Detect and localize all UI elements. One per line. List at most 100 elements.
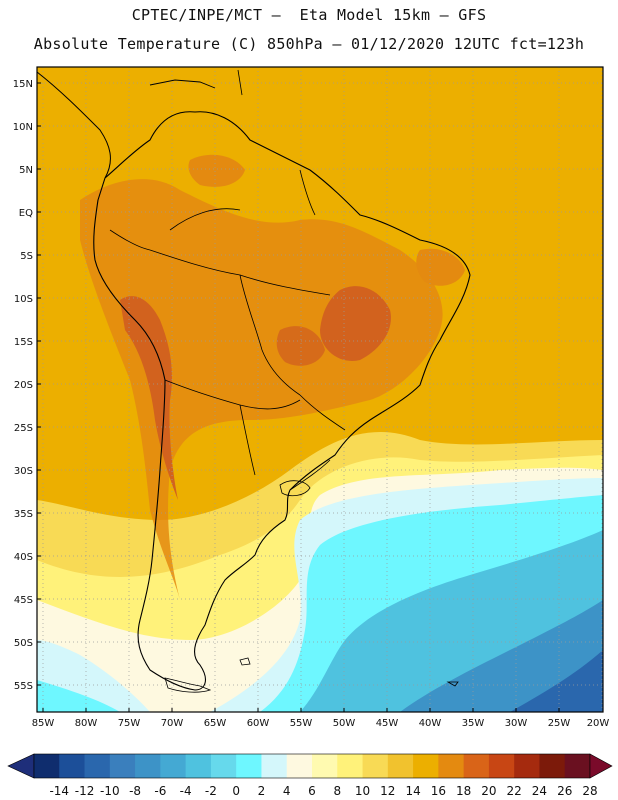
lat-label: EQ (19, 208, 33, 219)
colorbar-swatch (337, 754, 363, 778)
colorbar-label: 16 (431, 784, 446, 798)
field-central-hot (276, 326, 325, 366)
colorbar-label: 14 (405, 784, 420, 798)
lon-label: 40W (419, 718, 442, 729)
temperature-field (37, 67, 603, 712)
lon-label: 85W (32, 718, 55, 729)
lat-label: 15N (13, 79, 33, 90)
colorbar-swatch (488, 754, 515, 778)
map-frame (36, 66, 604, 713)
field-andes-hot (120, 296, 178, 500)
colorbar-swatch (514, 754, 540, 778)
field-land-warm (80, 179, 443, 600)
lon-label: 60W (247, 718, 270, 729)
colorbar-swatch (261, 754, 288, 778)
country-borders (109, 169, 346, 491)
chart-title-line-1: CPTEC/INPE/MCT – Eta Model 15km – GFS (131, 6, 487, 24)
lat-label: 45S (14, 595, 33, 606)
lat-label: 15S (14, 337, 33, 348)
colorbar-label: 6 (308, 784, 316, 798)
colorbar-swatch (210, 754, 237, 778)
colorbar-high-arrow (589, 753, 613, 779)
colorbar-label: -6 (154, 784, 166, 798)
lat-label: 20S (14, 380, 33, 391)
latitude-ticks (37, 82, 41, 686)
colorbar-swatch (59, 754, 85, 778)
lat-label: 25S (14, 423, 33, 434)
lon-label: 55W (290, 718, 313, 729)
colorbar-swatch (413, 754, 439, 778)
colorbar-swatch (362, 754, 389, 778)
lat-label: 55S (14, 681, 33, 692)
lat-label: 50S (14, 638, 33, 649)
lon-label: 45W (376, 718, 399, 729)
colorbar-swatch (135, 754, 161, 778)
colorbar-swatch (286, 754, 313, 778)
lat-label: 35S (14, 509, 33, 520)
field-venezuela-warm (188, 154, 245, 187)
caribbean-islands (149, 79, 216, 89)
colorbar-label: 28 (582, 784, 597, 798)
colorbar-swatch (312, 754, 338, 778)
lat-label: 30S (14, 466, 33, 477)
field-pacific-cold (37, 680, 120, 712)
colorbar-label: 0 (232, 784, 240, 798)
colorbar-swatch (236, 754, 262, 778)
colorbar-label: 12 (380, 784, 395, 798)
lat-label: 10S (14, 294, 33, 305)
field-brazil-hot (320, 286, 391, 361)
lon-label: 80W (75, 718, 98, 729)
rio-de-la-plata (279, 480, 311, 497)
lat-label: 5S (20, 251, 33, 262)
latitude-labels: 15N 10N 5N EQ 5S 10S 15S 20S 25S 30S 35S… (13, 79, 33, 692)
colorbar-label: -8 (129, 784, 141, 798)
colorbar-swatch (84, 754, 111, 778)
lesser-antilles (237, 69, 243, 96)
colorbar-swatch (387, 754, 414, 778)
colorbar: -14 -12 -10 -8 -6 -4 -2 0 2 4 6 8 10 12 14 16 18 20 22 24 26… (7, 753, 613, 798)
longitude-labels: 85W 80W 75W 70W 65W 60W 55W 50W 45W 40W … (32, 718, 610, 729)
colorbar-swatch (185, 754, 212, 778)
colorbar-label: -10 (100, 784, 120, 798)
lat-label: 40S (14, 552, 33, 563)
colorbar-label: 10 (355, 784, 370, 798)
lon-label: 70W (161, 718, 184, 729)
field-band-minus10 (510, 650, 603, 712)
colorbar-label: -4 (180, 784, 192, 798)
south-georgia-island (446, 681, 459, 687)
colorbar-label: 24 (532, 784, 547, 798)
colorbar-label: 22 (507, 784, 522, 798)
colorbar-label: 26 (557, 784, 572, 798)
lat-label: 5N (19, 165, 33, 176)
colorbar-swatch (463, 754, 490, 778)
lon-label: 35W (462, 718, 485, 729)
lon-label: 25W (548, 718, 571, 729)
colorbar-label: 18 (456, 784, 471, 798)
lon-label: 65W (204, 718, 227, 729)
central-america-coastline (37, 71, 111, 179)
falkland-islands (239, 657, 251, 666)
longitude-ticks (42, 708, 560, 712)
tierra-del-fuego (164, 677, 212, 693)
lon-label: 50W (333, 718, 356, 729)
chart-title-line-2: Absolute Temperature (C) 850hPa – 01/12/… (33, 35, 585, 53)
colorbar-label: -12 (75, 784, 95, 798)
colorbar-swatch (160, 754, 187, 778)
colorbar-label: 8 (333, 784, 341, 798)
colorbar-label: -2 (205, 784, 217, 798)
colorbar-swatch (564, 754, 591, 778)
colorbar-low-arrow (7, 753, 35, 779)
colorbar-swatch (539, 754, 566, 778)
colorbar-swatch (438, 754, 465, 778)
lat-label: 10N (13, 122, 33, 133)
field-northeast-warm (416, 248, 465, 286)
lon-label: 20W (587, 718, 610, 729)
colorbar-swatch (34, 754, 60, 778)
colorbar-label: 4 (283, 784, 291, 798)
colorbar-label: 2 (258, 784, 266, 798)
colorbar-label: 20 (481, 784, 496, 798)
colorbar-swatch (109, 754, 136, 778)
colorbar-label: -14 (49, 784, 69, 798)
south-america-coastline (93, 111, 471, 691)
